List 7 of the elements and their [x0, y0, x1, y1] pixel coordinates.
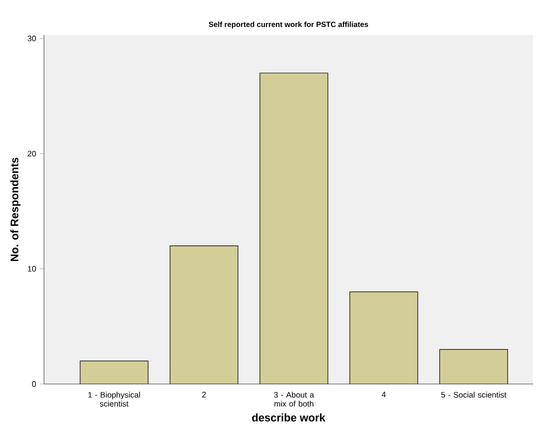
bar: [439, 349, 508, 384]
x-axis-title: describe work: [252, 413, 326, 422]
bar: [350, 292, 418, 384]
y-axis-title: No. of Respondents: [10, 158, 21, 262]
bar: [170, 246, 238, 384]
bar: [260, 73, 328, 384]
bar: [80, 360, 148, 384]
